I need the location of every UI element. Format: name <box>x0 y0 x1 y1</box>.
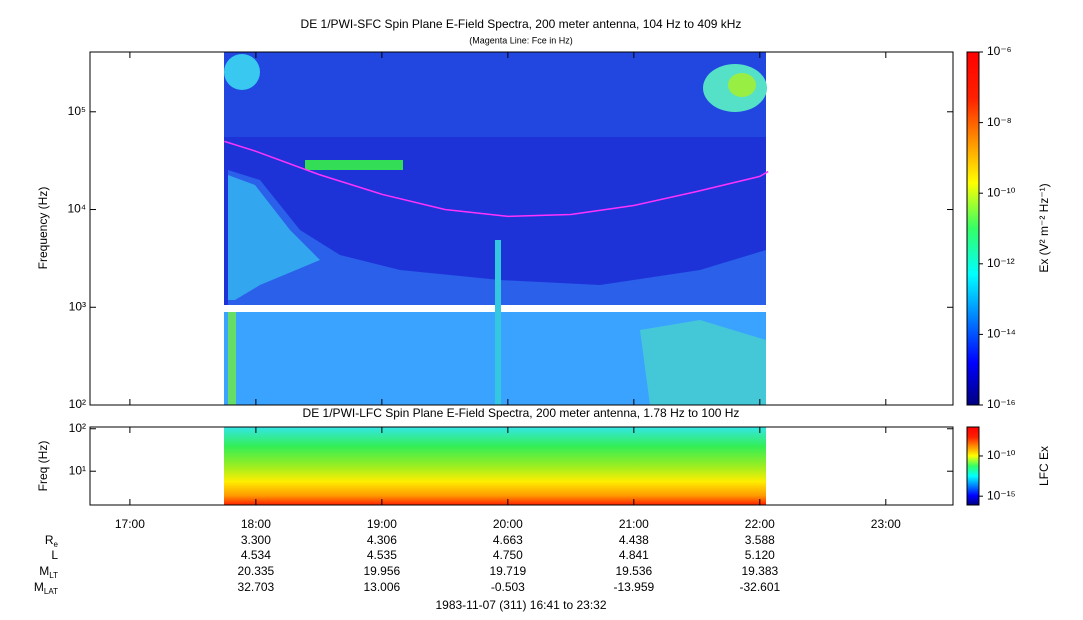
ephemeris-value: -13.959 <box>613 580 654 594</box>
row-label-main: L <box>51 548 58 562</box>
sfc-band <box>224 52 766 137</box>
ephemeris-value: 4.841 <box>619 548 649 562</box>
footer: 1983-11-07 (311) 16:41 to 23:32 <box>435 598 606 612</box>
colorbar-tick-label: 10⁻¹⁰ <box>987 448 1016 462</box>
y-tick-label: 10³ <box>69 299 86 313</box>
ephemeris-value: 20.335 <box>238 564 275 578</box>
y-axis-label: Frequency (Hz) <box>36 187 50 270</box>
row-label-sub: LT <box>49 571 58 580</box>
y-axis-label: Freq (Hz) <box>36 441 50 492</box>
x-tick-label: 18:00 <box>241 517 271 531</box>
colorbar-tick-label: 10⁻¹² <box>987 256 1015 270</box>
sfc-patch <box>728 73 756 97</box>
colorbar-label: Ex (V² m⁻² Hz⁻¹) <box>1037 183 1051 272</box>
ephemeris-value: 5.120 <box>745 548 775 562</box>
ephemeris-value: 3.300 <box>241 533 271 547</box>
ephemeris-value: -0.503 <box>491 580 525 594</box>
colorbar-tick-label: 10⁻¹⁵ <box>987 488 1016 502</box>
row-label-sub: LAT <box>44 587 58 596</box>
sfc-patch <box>305 160 403 170</box>
sfc-patch <box>228 175 320 300</box>
sfc-patch <box>228 312 236 405</box>
chart-subtitle: (Magenta Line: Fce in Hz) <box>469 35 573 45</box>
sfc-patch <box>495 240 501 405</box>
colorbar-tick-label: 10⁻⁸ <box>987 115 1012 129</box>
x-tick-label: 20:00 <box>493 517 523 531</box>
row-label: L <box>51 548 58 562</box>
colorbar <box>966 426 980 506</box>
x-tick-label: 23:00 <box>871 517 901 531</box>
ephemeris-value: 4.534 <box>241 548 271 562</box>
x-tick-label: 22:00 <box>745 517 775 531</box>
colorbar-tick-label: 10⁻⁶ <box>987 44 1012 58</box>
ephemeris-value: 19.383 <box>741 564 778 578</box>
colorbar-label: LFC Ex <box>1037 446 1051 486</box>
ephemeris-value: 19.956 <box>364 564 401 578</box>
row-label: Re <box>45 533 59 549</box>
ephemeris-value: 4.535 <box>367 548 397 562</box>
sfc-patch <box>224 54 260 90</box>
top-frame <box>89 51 954 406</box>
ephemeris-value: 4.438 <box>619 533 649 547</box>
spectrogram-image <box>224 52 767 505</box>
y-tick-label: 10¹ <box>69 463 86 477</box>
ephemeris-value: 19.536 <box>615 564 652 578</box>
ephemeris-value: 4.306 <box>367 533 397 547</box>
chart-title: DE 1/PWI-SFC Spin Plane E-Field Spectra,… <box>301 17 742 31</box>
colorbar-tick-label: 10⁻¹⁴ <box>987 327 1016 341</box>
x-tick-label: 21:00 <box>619 517 649 531</box>
sfc-patch <box>228 170 766 305</box>
chart-title: DE 1/PWI-LFC Spin Plane E-Field Spectra,… <box>303 406 740 420</box>
row-label-sub: e <box>54 540 59 549</box>
x-tick-label: 19:00 <box>367 517 397 531</box>
ephemeris-value: 13.006 <box>364 580 401 594</box>
colorbar-tick-label: 10⁻¹⁰ <box>987 185 1016 199</box>
y-tick-label: 10² <box>69 397 86 411</box>
sfc-patch <box>640 320 766 405</box>
ephemeris-value: 4.750 <box>493 548 523 562</box>
ephemeris-value: 19.719 <box>490 564 527 578</box>
y-tick-label: 10² <box>69 421 86 435</box>
y-tick-label: 10⁵ <box>68 104 86 118</box>
row-label-main: M <box>34 580 44 594</box>
ephemeris-value: -32.601 <box>739 580 780 594</box>
fce-line <box>224 140 769 218</box>
ephemeris-value: 4.663 <box>493 533 523 547</box>
colorbar-tick-label: 10⁻¹⁶ <box>987 397 1016 411</box>
y-tick-label: 10⁴ <box>67 202 86 216</box>
colorbar <box>966 51 980 406</box>
ephemeris-value: 3.588 <box>745 533 775 547</box>
row-label-main: R <box>45 533 54 547</box>
row-label: MLT <box>39 564 58 580</box>
lfc-image <box>224 427 766 505</box>
bottom-frame <box>89 426 954 506</box>
x-tick-label: 17:00 <box>115 517 145 531</box>
ephemeris-value: 32.703 <box>238 580 275 594</box>
row-label: MLAT <box>34 580 58 596</box>
row-label-main: M <box>39 564 49 578</box>
